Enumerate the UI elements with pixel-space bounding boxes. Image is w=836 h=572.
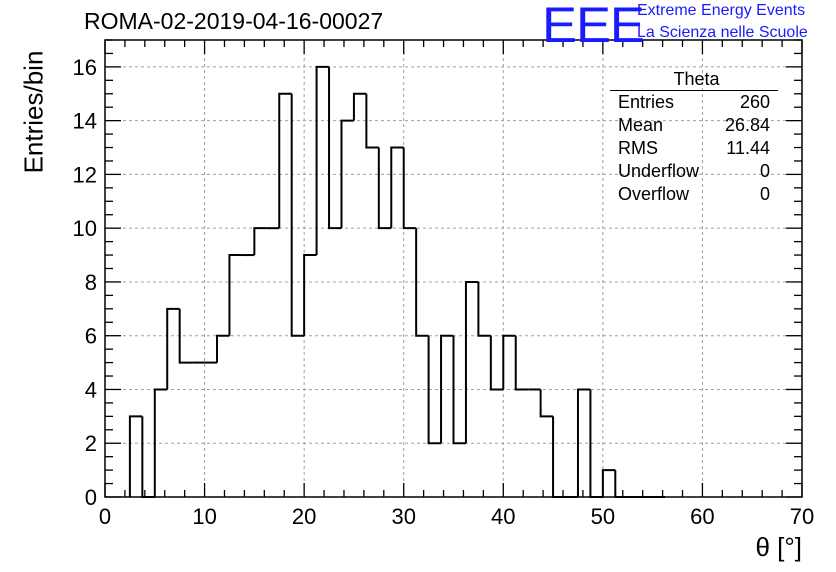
histogram-bin xyxy=(166,307,180,390)
histogram-bin xyxy=(340,119,354,229)
y-tick-label: 16 xyxy=(73,55,97,80)
stats-label: Mean xyxy=(618,115,664,135)
histogram-bin xyxy=(253,227,267,256)
histogram-bin xyxy=(477,281,491,337)
x-axis-label: θ [°] xyxy=(755,532,802,562)
stats-row-overflow: Overflow 0 xyxy=(610,183,778,206)
stats-label: RMS xyxy=(618,138,658,158)
histogram-bin xyxy=(539,389,554,418)
histogram-bin xyxy=(427,335,442,445)
y-tick-label: 6 xyxy=(85,324,97,349)
axis-ticks xyxy=(104,39,803,498)
stats-title: Theta xyxy=(673,69,720,89)
stats-row-underflow: Underflow 0 xyxy=(610,160,778,183)
y-tick-label: 0 xyxy=(85,485,97,510)
stats-value: 260 xyxy=(739,92,770,112)
histogram-bin xyxy=(216,334,230,363)
histogram-bin xyxy=(303,254,317,336)
histogram-bin xyxy=(576,388,591,497)
stats-value: 26.84 xyxy=(724,115,770,135)
stats-label: Entries xyxy=(618,92,675,112)
y-axis-label: Entries/bin xyxy=(18,50,49,174)
stats-value: 0 xyxy=(759,184,770,204)
histogram-bin xyxy=(278,92,292,229)
x-tick-label: 10 xyxy=(192,504,216,529)
axis-tick-labels: 0 10 20 30 40 50 60 70 0 2 4 6 8 10 12 14 16 xyxy=(73,55,815,529)
y-tick-label: 12 xyxy=(73,162,97,187)
histogram-bin xyxy=(228,254,242,336)
stats-row-entries: Entries 260 xyxy=(610,91,778,114)
logo-line-2: La Scienza nelle Scuole xyxy=(637,24,808,41)
stats-divider xyxy=(610,90,778,91)
histogram-bin xyxy=(290,93,305,337)
logo-line-1: Extreme Energy Events xyxy=(637,2,806,19)
stats-value: 11.44 xyxy=(726,138,770,158)
y-tick-label: 2 xyxy=(85,431,97,456)
histogram-bin xyxy=(601,469,616,497)
histogram-bin xyxy=(178,308,193,364)
histogram-bin xyxy=(489,335,504,391)
histogram-bin xyxy=(440,334,454,444)
histogram-bin xyxy=(365,93,379,149)
histogram-bin xyxy=(514,335,529,391)
histogram-bin xyxy=(315,65,330,256)
stats-box: Theta Entries 260 Mean 26.84 RMS 11.44 U… xyxy=(610,68,778,206)
x-tick-label: 40 xyxy=(491,504,515,529)
histogram-series xyxy=(128,65,666,498)
y-tick-label: 10 xyxy=(73,216,97,241)
x-tick-label: 60 xyxy=(690,504,714,529)
stats-row-mean: Mean 26.84 xyxy=(610,114,778,137)
histogram-bin xyxy=(402,147,417,230)
y-tick-label: 8 xyxy=(85,270,97,295)
histogram-bin xyxy=(614,470,628,498)
stats-value: 0 xyxy=(759,161,770,181)
x-tick-label: 0 xyxy=(99,504,111,529)
stats-row-rms: RMS 11.44 xyxy=(610,137,778,160)
stats-label: Overflow xyxy=(618,184,690,204)
histogram-bin xyxy=(352,92,367,121)
histogram-bin xyxy=(377,147,392,230)
histogram-bin xyxy=(141,416,155,498)
histogram-bin xyxy=(452,335,466,445)
x-tick-label: 70 xyxy=(790,504,814,529)
x-tick-label: 30 xyxy=(391,504,415,529)
x-tick-label: 50 xyxy=(591,504,615,529)
histogram-bin xyxy=(128,415,143,497)
histogram-bin xyxy=(390,146,404,229)
histogram-bin xyxy=(502,334,516,390)
histogram-bin xyxy=(328,66,342,230)
stats-label: Underflow xyxy=(618,161,700,181)
histogram-bin xyxy=(464,280,479,444)
histogram-bin xyxy=(153,388,168,497)
x-tick-label: 20 xyxy=(292,504,316,529)
y-tick-label: 4 xyxy=(85,377,97,402)
histogram-bin xyxy=(415,228,429,337)
eee-logo: EEE xyxy=(542,0,645,53)
run-title: ROMA-02-2019-04-16-00027 xyxy=(84,8,384,34)
histogram-bin xyxy=(552,416,566,498)
y-tick-label: 14 xyxy=(73,109,97,134)
